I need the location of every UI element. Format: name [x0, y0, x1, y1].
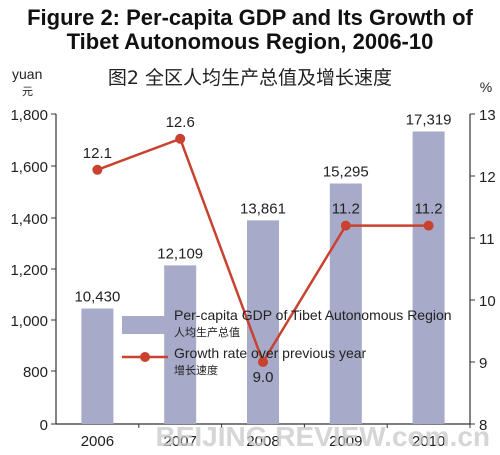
x-axis-tick-label: 2007	[164, 433, 197, 450]
left-axis-tick-label: 1,400	[10, 211, 48, 228]
left-axis-unit-chinese: 元	[22, 86, 33, 98]
title-english-line2: Tibet Autonomous Region, 2006-10	[66, 29, 434, 54]
bar	[164, 265, 197, 424]
right-axis-tick-label: 9	[479, 355, 487, 372]
left-axis-tick-label: 0	[40, 417, 48, 434]
growth-rate-point	[258, 357, 268, 367]
right-axis-tick-label: 10	[479, 293, 496, 310]
left-axis-tick-label: 1,000	[10, 313, 48, 330]
left-axis-unit: yuan	[12, 66, 42, 82]
left-axis-tick-label: 1,600	[10, 159, 48, 176]
legend-swatch-bar	[122, 316, 168, 334]
bar	[81, 308, 114, 424]
bar	[247, 220, 279, 424]
growth-rate-point	[340, 220, 351, 231]
bar-data-label: 17,319	[406, 112, 452, 129]
legend-label-growth-rate-chinese: 增长速度	[174, 363, 218, 377]
legend-label-growth-rate: Growth rate over previous year	[174, 345, 367, 361]
x-axis-tick-label: 2010	[412, 433, 445, 450]
growth-rate-data-label: 9.0	[253, 369, 274, 386]
bar-data-label: 13,861	[240, 200, 286, 217]
bar-data-label: 15,295	[323, 164, 369, 181]
x-axis-tick-label: 2009	[329, 433, 362, 450]
left-axis-tick-label: 800	[23, 364, 48, 381]
bar	[329, 183, 362, 424]
growth-rate-data-label: 12.1	[83, 145, 112, 162]
title-english-line1: Figure 2: Per-capita GDP and Its Growth …	[27, 5, 473, 30]
growth-rate-point	[92, 164, 103, 175]
right-axis-unit: %	[480, 79, 492, 95]
bar-data-label: 12,109	[157, 245, 203, 262]
legend-label-per-capita-gdp: Per-capita GDP of Tibet Autonomous Regio…	[174, 307, 452, 323]
growth-rate-data-label: 11.2	[332, 201, 360, 218]
legend-label-per-capita-gdp-chinese: 人均生产总值	[174, 325, 240, 339]
left-axis-tick-label: 1,800	[10, 107, 48, 124]
right-axis-tick-label: 8	[479, 417, 487, 434]
right-axis-tick-label: 11	[479, 231, 495, 248]
right-axis-tick-label: 12	[479, 169, 496, 186]
watermark: BEIJING REVIEW.com.cn	[155, 421, 490, 452]
left-axis-tick-label: 1,200	[10, 262, 48, 279]
title-chinese: 图2 全区人均生产总值及增长速度	[107, 67, 393, 89]
bar	[412, 131, 445, 424]
x-axis-tick-label: 2008	[246, 433, 279, 450]
legend-swatch-marker	[140, 352, 150, 362]
right-axis-tick-label: 13	[479, 107, 496, 124]
bar-data-label: 10,430	[74, 289, 120, 306]
growth-rate-data-label: 12.6	[166, 114, 195, 131]
growth-rate-data-label: 11.2	[415, 201, 443, 218]
growth-rate-point	[423, 220, 434, 231]
x-axis-tick-label: 2006	[81, 433, 114, 450]
growth-rate-point	[175, 133, 186, 144]
